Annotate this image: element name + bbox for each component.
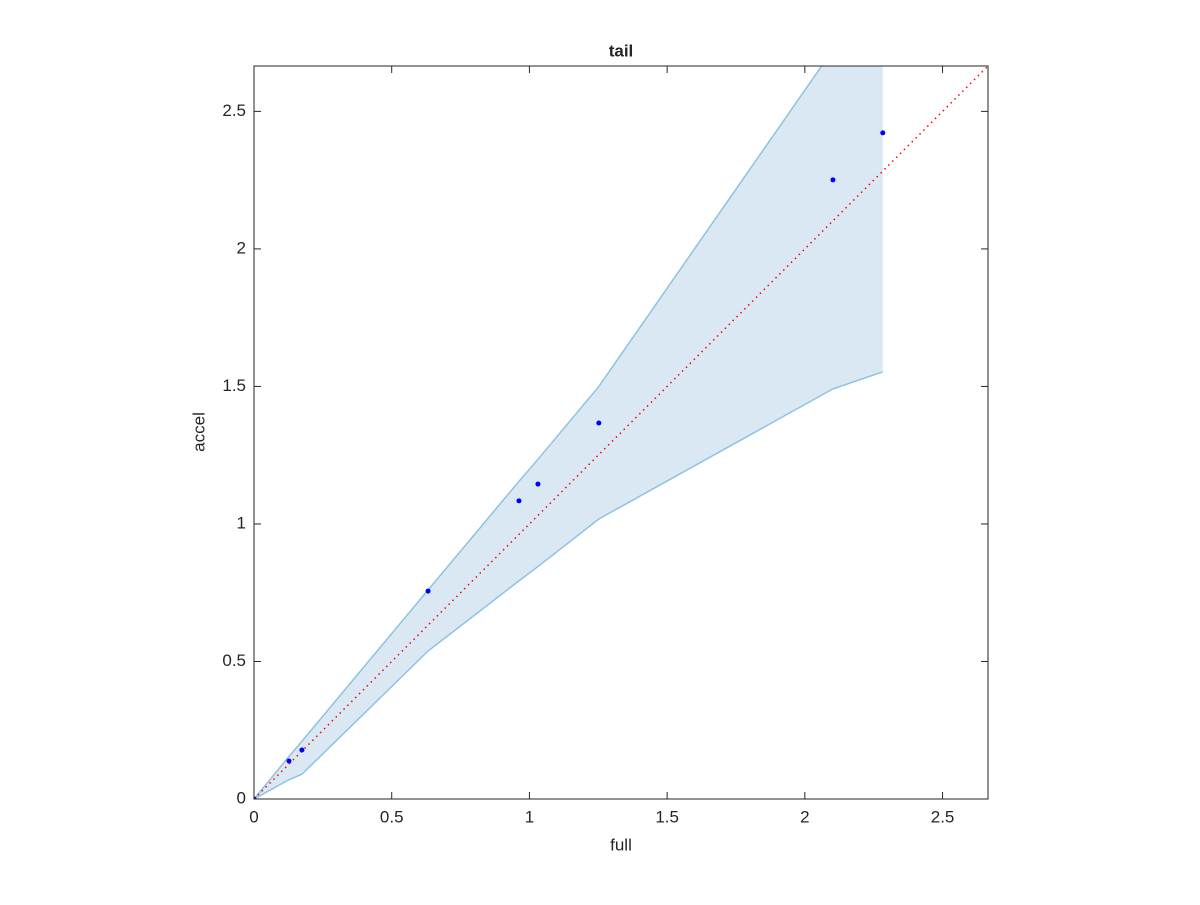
y-tick-label: 0 [237, 788, 246, 807]
y-tick-label: 0.5 [222, 651, 246, 670]
x-tick-label: 0.5 [380, 807, 404, 826]
band-upper-edge [254, 66, 823, 799]
axes-box [253, 65, 989, 800]
data-point [254, 796, 257, 799]
y-tick-label: 1.5 [222, 376, 246, 395]
x-tick-label: 2.5 [931, 807, 955, 826]
x-tick-label: 2 [800, 807, 809, 826]
data-point [516, 498, 522, 504]
data-point [299, 747, 305, 753]
plot-area [254, 66, 988, 799]
data-point [596, 420, 602, 426]
data-point [830, 177, 836, 183]
chart-title: tail [609, 41, 634, 60]
x-tick-label: 1 [525, 807, 534, 826]
confidence-band [254, 66, 883, 799]
data-point [880, 130, 886, 136]
data-point [286, 758, 292, 764]
band-lower-edge [254, 371, 884, 799]
x-tick-label: 1.5 [655, 807, 679, 826]
y-axis-label: accel [189, 412, 208, 452]
x-axis-label: full [610, 835, 632, 854]
y-tick-label: 2.5 [222, 101, 246, 120]
data-point [425, 588, 431, 594]
axes: 0 0.5 1 1.5 2 2.5 0 0.5 1 1.5 2 2.5 [222, 65, 989, 826]
reference-line [254, 66, 988, 799]
x-tick-label: 0 [249, 807, 258, 826]
y-tick-label: 2 [237, 238, 246, 257]
data-point [535, 481, 541, 487]
y-tick-label: 1 [237, 513, 246, 532]
